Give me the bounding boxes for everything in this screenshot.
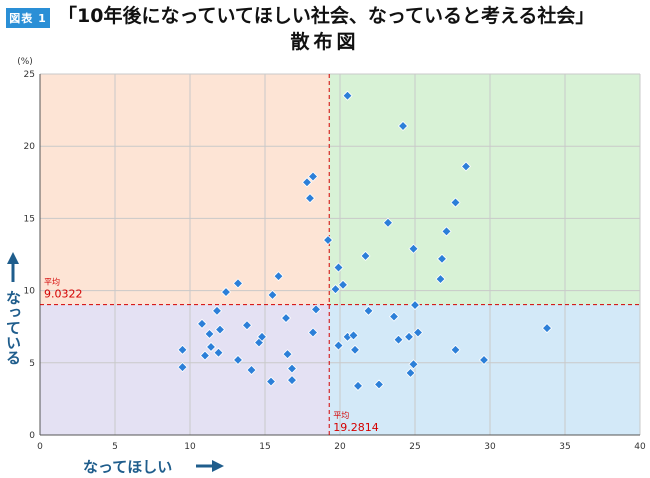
right-arrow-icon — [212, 460, 224, 472]
x-axis-caption: なってほしい — [83, 458, 172, 476]
mean-x-value: 19.2814 — [333, 421, 379, 434]
data-point — [333, 340, 344, 351]
quadrant-top-right — [329, 74, 640, 305]
data-point — [333, 262, 344, 273]
data-point — [211, 305, 223, 316]
data-point — [232, 354, 244, 365]
data-point — [304, 193, 316, 204]
data-point — [273, 271, 284, 282]
y-tick-label: 15 — [24, 214, 35, 224]
mean-y-value: 9.0322 — [44, 288, 83, 301]
data-point — [286, 363, 298, 374]
y-axis-caption: なっている — [4, 290, 22, 365]
data-point — [450, 344, 461, 355]
data-point — [412, 327, 424, 338]
data-point — [541, 323, 553, 334]
data-point — [310, 304, 322, 315]
chart-title: 「10年後になっていてほしい社会、なっていると考える社会」 — [58, 5, 595, 27]
x-tick-label: 35 — [559, 442, 570, 452]
data-point — [460, 161, 472, 172]
quadrant-bottom-right — [329, 304, 640, 435]
data-point — [478, 354, 490, 365]
data-point — [435, 273, 446, 285]
data-point — [205, 341, 217, 352]
data-point — [436, 253, 448, 264]
mean-y-label: 平均 — [44, 277, 60, 287]
data-point — [282, 349, 293, 360]
data-point — [342, 90, 353, 101]
chart-subtitle: 散布図 — [290, 31, 360, 53]
data-point — [307, 327, 319, 338]
data-point — [330, 284, 341, 295]
data-point — [196, 318, 208, 329]
y-tick-label: 0 — [29, 431, 35, 441]
data-point — [280, 312, 292, 324]
data-point — [393, 334, 404, 345]
data-point — [241, 320, 253, 331]
data-point — [204, 328, 215, 339]
data-point — [246, 364, 257, 376]
mean-x-label: 平均 — [333, 410, 349, 420]
x-tick-label: 10 — [184, 442, 196, 452]
data-point — [348, 330, 359, 341]
data-point — [441, 226, 452, 237]
data-point — [220, 286, 232, 298]
x-tick-label: 5 — [112, 442, 118, 452]
data-point — [382, 217, 394, 228]
quadrant-top-left — [40, 74, 330, 305]
x-tick-label: 25 — [409, 442, 420, 452]
data-point — [403, 331, 415, 342]
data-point — [363, 305, 374, 316]
data-point — [301, 177, 313, 188]
data-point — [337, 279, 349, 290]
x-tick-label: 40 — [634, 442, 646, 452]
data-point — [256, 331, 268, 342]
y-tick-label: 10 — [24, 287, 36, 297]
data-point — [307, 171, 319, 182]
data-point — [349, 344, 361, 355]
data-point — [214, 324, 226, 335]
data-point — [388, 311, 400, 322]
x-tick-label: 30 — [484, 442, 496, 452]
data-point — [199, 350, 211, 361]
data-point — [397, 120, 409, 132]
data-point — [232, 278, 244, 289]
y-tick-label: 25 — [24, 70, 35, 80]
y-tick-label: 20 — [24, 142, 36, 152]
data-point — [177, 362, 188, 373]
data-point — [213, 347, 224, 358]
data-point — [373, 379, 385, 390]
data-point — [322, 234, 334, 246]
up-arrow-icon — [7, 252, 19, 264]
figure-label: 図表 1 — [6, 8, 50, 28]
data-point — [265, 376, 277, 387]
data-point — [450, 197, 461, 208]
data-point — [408, 359, 419, 370]
data-point — [360, 250, 371, 262]
x-tick-label: 20 — [334, 442, 346, 452]
data-point — [286, 375, 298, 386]
y-tick-label: 5 — [29, 359, 35, 369]
data-point — [177, 344, 188, 355]
x-tick-label: 0 — [37, 442, 43, 452]
x-tick-label: 15 — [259, 442, 270, 452]
data-point — [408, 243, 419, 254]
data-point — [409, 299, 421, 311]
y-unit-label: (%) — [17, 57, 33, 67]
data-point — [267, 289, 278, 300]
data-point — [352, 380, 364, 391]
data-point — [405, 367, 416, 378]
